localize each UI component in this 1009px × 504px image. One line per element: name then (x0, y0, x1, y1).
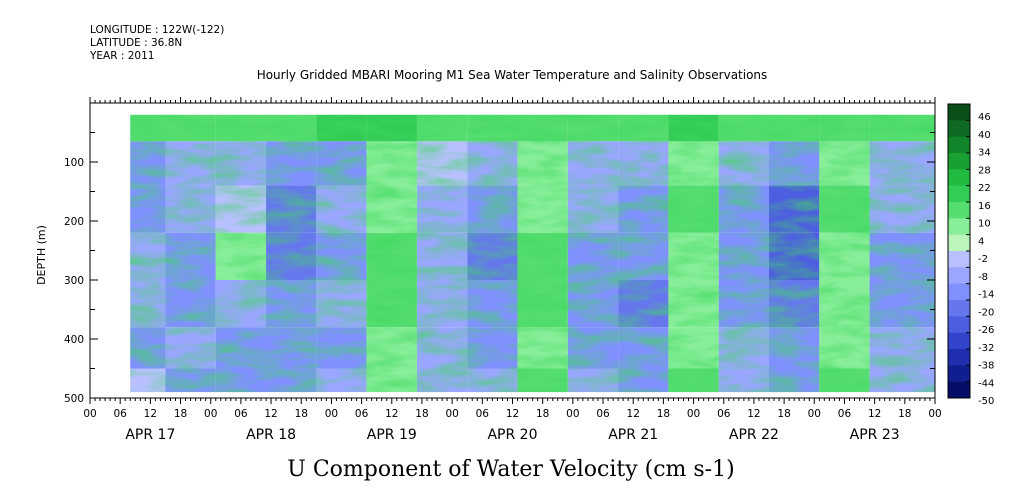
x-day-label: APR 20 (487, 427, 537, 443)
colorbar-swatch (948, 365, 970, 383)
x-tick-label: 00 (204, 408, 217, 420)
colorbar-label: 16 (978, 201, 991, 212)
x-day-label: APR 19 (367, 427, 417, 443)
x-tick-label: 18 (295, 408, 308, 420)
x-day-label: APR 21 (608, 427, 658, 443)
y-tick-label: 100 (64, 157, 84, 169)
x-tick-label: 06 (355, 408, 369, 420)
colorbar-swatch (948, 283, 970, 301)
colorbar-label: -38 (978, 361, 994, 372)
x-tick-label: 06 (838, 408, 852, 420)
y-tick-label: 500 (64, 393, 84, 405)
colorbar-swatch (948, 120, 970, 138)
x-tick-label: 06 (596, 408, 610, 420)
y-axis-label: DEPTH (m) (35, 225, 48, 285)
x-tick-label: 18 (657, 408, 670, 420)
x-day-label: APR 17 (125, 427, 175, 443)
x-day-label: APR 22 (729, 427, 779, 443)
x-tick-label: 00 (566, 408, 579, 420)
colorbar-swatch (948, 185, 970, 203)
y-tick-label: 400 (64, 334, 84, 346)
longitude-label: LONGITUDE : 122W(-122) (90, 24, 225, 36)
x-tick-label: 18 (536, 408, 549, 420)
colorbar-swatch (948, 332, 970, 350)
colorbar-label: 4 (978, 236, 984, 247)
x-axis-label: U Component of Water Velocity (cm s-1) (287, 457, 734, 482)
plot-area (130, 114, 935, 393)
colorbar-label: -14 (978, 290, 994, 301)
colorbar-swatch (948, 234, 970, 252)
colorbar-swatch (948, 104, 970, 121)
latitude-label: LATITUDE : 36.8N (90, 37, 183, 49)
x-tick-label: 18 (898, 408, 911, 420)
colorbar-label: 34 (978, 148, 991, 159)
colorbar-label: -50 (978, 396, 994, 407)
x-tick-label: 06 (717, 408, 731, 420)
colorbar-label: 40 (978, 130, 991, 141)
x-tick-label: 00 (83, 408, 96, 420)
chart-title: Hourly Gridded MBARI Mooring M1 Sea Wate… (256, 68, 768, 82)
x-tick-label: 18 (174, 408, 187, 420)
x-tick-label: 00 (808, 408, 821, 420)
axes: 00 06 12 18 00 06 12 18 00 06 12 18 00 06 12 18 00 06 12 18… (64, 97, 942, 443)
colorbar-label: -2 (978, 254, 988, 265)
x-day-label: APR 18 (246, 427, 296, 443)
colorbar-label: -8 (978, 272, 988, 283)
x-tick-label: 00 (325, 408, 338, 420)
colorbar: 46 40 34 28 22 16 10 4 -2 -8 -14 -20 -26 -32 -38 -44 -50 (947, 103, 994, 407)
colorbar-label: 22 (978, 183, 991, 194)
x-tick-label: 12 (506, 408, 519, 420)
colorbar-label: -44 (978, 378, 994, 389)
colorbar-swatch (948, 251, 970, 268)
y-tick-label: 300 (64, 275, 84, 287)
x-tick-label: 12 (385, 408, 398, 420)
colorbar-swatch (948, 381, 970, 399)
colorbar-label: 46 (978, 112, 991, 123)
x-tick-label: 12 (264, 408, 277, 420)
x-tick-label: 18 (415, 408, 428, 420)
colorbar-swatch (948, 349, 970, 366)
x-tick-label: 00 (445, 408, 458, 420)
colorbar-swatch (948, 136, 970, 154)
y-tick-label: 200 (64, 216, 84, 228)
x-tick-label: 06 (476, 408, 490, 420)
colorbar-swatch (948, 202, 970, 219)
colorbar-label: -20 (978, 307, 994, 318)
colorbar-swatch (948, 218, 970, 236)
x-tick-label: 00 (687, 408, 700, 420)
x-tick-label: 06 (234, 408, 248, 420)
colorbar-swatch (948, 169, 970, 187)
x-tick-label: 12 (868, 408, 881, 420)
x-tick-label: 12 (747, 408, 760, 420)
colorbar-label: 10 (978, 219, 991, 230)
colorbar-swatch (948, 267, 970, 285)
colorbar-swatch (948, 153, 970, 170)
x-tick-label: 18 (777, 408, 790, 420)
colorbar-swatch (948, 300, 970, 317)
x-day-label: APR 23 (850, 427, 900, 443)
x-tick-label: 06 (113, 408, 127, 420)
colorbar-label: -32 (978, 343, 994, 354)
year-label: YEAR : 2011 (90, 50, 155, 62)
colorbar-label: 28 (978, 165, 991, 176)
colorbar-label: -26 (978, 325, 994, 336)
colorbar-swatch (948, 316, 970, 334)
texture-overlay (130, 114, 935, 393)
x-tick-label: 12 (144, 408, 157, 420)
x-tick-label: 12 (627, 408, 640, 420)
x-tick-label: 00 (928, 408, 941, 420)
